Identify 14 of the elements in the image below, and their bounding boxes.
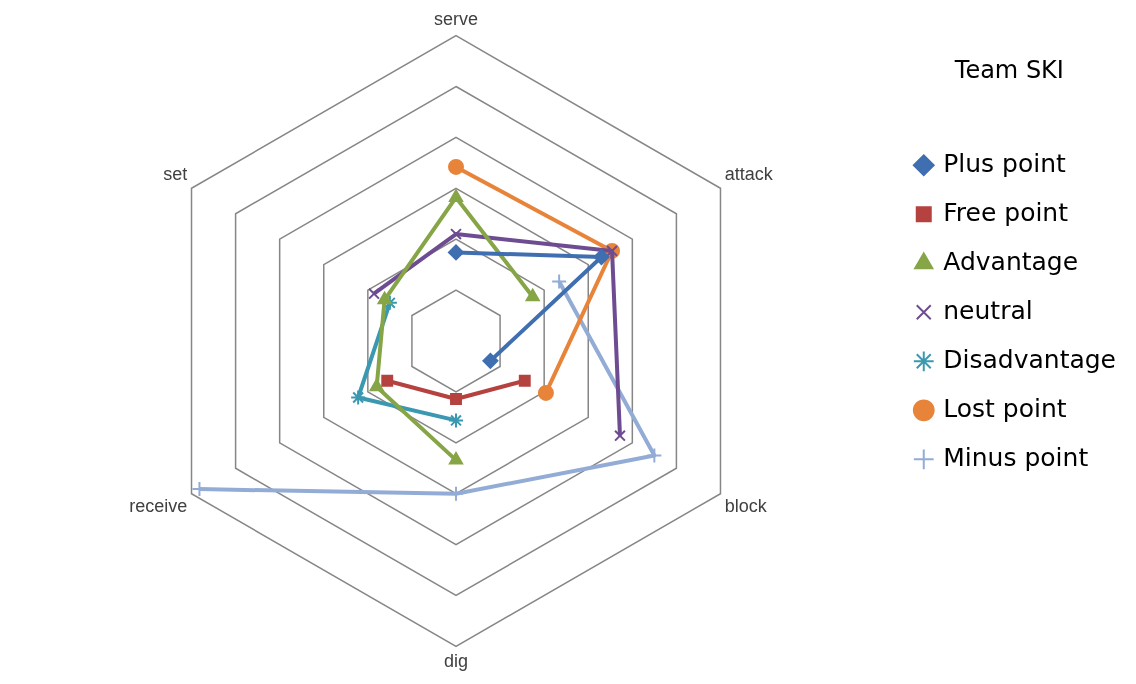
legend-label: Free point: [943, 197, 1069, 227]
spoke-label: attack: [724, 163, 774, 184]
spoke-label: dig: [443, 651, 469, 672]
legend-label: Plus point: [943, 148, 1067, 178]
legend-label: Lost point: [943, 393, 1067, 423]
legend-label: Advantage: [943, 246, 1079, 276]
legend-label: neutral: [943, 295, 1033, 325]
spoke-label: serve: [433, 8, 479, 29]
spoke-label: receive: [129, 495, 188, 516]
spoke-label: set: [163, 163, 188, 184]
legend-title: Team SKI: [953, 56, 1064, 85]
legend-label: Minus point: [943, 442, 1089, 472]
legend-label: Disadvantage: [943, 344, 1117, 374]
spoke-label: block: [724, 495, 768, 516]
